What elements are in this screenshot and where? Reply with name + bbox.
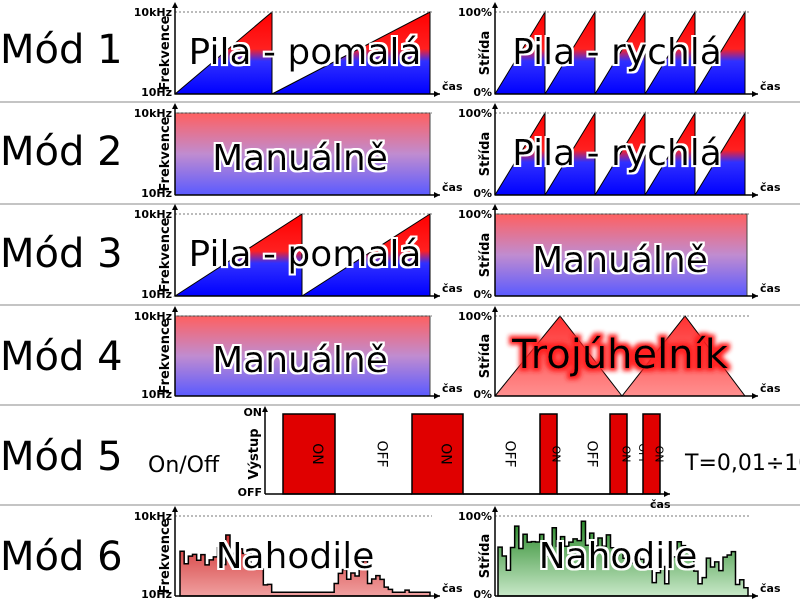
axis-top-label: 10kHz xyxy=(134,510,172,523)
axis-top-label: 10kHz xyxy=(134,6,172,19)
axis-bottom-label: 0% xyxy=(473,86,492,99)
mode-4-label: Mód 4 xyxy=(0,334,123,380)
row5-onoff-panel: ONOFFONOFFONOFFONOFFONONOFFVýstupčas xyxy=(238,406,671,511)
axis-title: Frekvence xyxy=(158,15,173,90)
segment-label: OFF xyxy=(502,440,518,467)
time-axis-label: čas xyxy=(442,282,463,295)
row4-right-text: Trojúhelník xyxy=(511,332,729,378)
segment-label: ON xyxy=(309,443,325,465)
mode-5-label: Mód 5 xyxy=(0,434,123,480)
on-segment xyxy=(411,413,464,495)
segment-label: ON xyxy=(653,446,666,463)
time-axis-label: čas xyxy=(760,582,781,595)
axis-title: Frekvence xyxy=(158,217,173,292)
on-segment xyxy=(282,413,336,495)
axis-title: Střída xyxy=(478,233,493,278)
row3-right-axes: 100% 0% Střída čas xyxy=(458,204,781,301)
axis-top-label: 100% xyxy=(458,510,492,523)
axis-bottom-label: 0% xyxy=(473,388,492,401)
axis-top-label: 100% xyxy=(458,6,492,19)
axis-top-label: 100% xyxy=(458,310,492,323)
axis-bottom-label: 10Hz xyxy=(141,288,172,301)
row2-right-axes: 100% 0% Střída čas xyxy=(458,103,781,200)
axis-bottom-label: 0% xyxy=(473,588,492,600)
row1-right-text: Pila - rychlá xyxy=(512,32,722,73)
time-axis-label: čas xyxy=(760,181,781,194)
row3-right-text: Manuálně xyxy=(532,240,708,281)
time-axis-label: čas xyxy=(760,80,781,93)
row6-right-random xyxy=(497,520,749,597)
axis-bottom-label: 10Hz xyxy=(141,86,172,99)
row2-right-text: Pila - rychlá xyxy=(512,133,722,174)
time-axis-label: čas xyxy=(442,181,463,194)
mode-6-label: Mód 6 xyxy=(0,534,123,580)
axis-bottom-label: 10Hz xyxy=(141,388,172,401)
mode-5-sublabel: On/Off xyxy=(148,453,220,478)
row1-left-panel xyxy=(173,10,431,95)
axis-title: Střída xyxy=(478,132,493,177)
row1-left-text: Pila - pomalá xyxy=(189,32,422,73)
row1-right-axes: 100% 0% Střída čas xyxy=(458,2,781,99)
mode-1-label: Mód 1 xyxy=(0,27,123,73)
row2-right-panel xyxy=(494,111,746,196)
axis-bottom-label: 10Hz xyxy=(141,187,172,200)
row6-left-text: Nahodile xyxy=(216,536,375,577)
axis-top-label: 100% xyxy=(458,107,492,120)
row2-left-text: Manuálně xyxy=(212,138,388,179)
segment-label: OFF xyxy=(584,440,600,467)
period-label: T=0,01÷10s xyxy=(684,451,800,476)
segment-label: ON xyxy=(620,446,633,463)
axis-top-label: 100% xyxy=(458,208,492,221)
axis-title: Frekvence xyxy=(158,518,173,593)
out-time-label: čas xyxy=(650,498,671,511)
axis-top-label: 10kHz xyxy=(134,208,172,221)
time-axis-label: čas xyxy=(442,382,463,395)
row4-left-text: Manuálně xyxy=(212,340,388,381)
axis-bottom-label: 10Hz xyxy=(141,588,172,600)
time-axis-label: čas xyxy=(760,282,781,295)
row-dividers xyxy=(0,101,800,506)
segment-label: OFF xyxy=(374,440,390,467)
axis-title: Střída xyxy=(478,31,493,76)
axis-title: Frekvence xyxy=(158,116,173,191)
row6-right-axes: 100% 0% Střída čas xyxy=(458,506,781,600)
axis-top-label: 10kHz xyxy=(134,107,172,120)
row1-right-panel xyxy=(494,10,746,95)
row6-right-text: Nahodile xyxy=(539,536,698,577)
row3-left-panel xyxy=(173,213,431,297)
axis-title: Střída xyxy=(478,334,493,379)
mode-3-label: Mód 3 xyxy=(0,231,123,277)
panel-texts: Pila - pomalá Pila - rychlá Manuálně Pil… xyxy=(189,32,729,577)
row6-left-random xyxy=(179,534,431,597)
axis-title: Střída xyxy=(478,534,493,579)
out-axis-title: Výstup xyxy=(247,428,262,479)
segment-label: ON xyxy=(550,446,563,463)
axis-bottom-label: 0% xyxy=(473,288,492,301)
axis-title: Frekvence xyxy=(158,318,173,393)
mode-2-label: Mód 2 xyxy=(0,129,123,175)
row3-left-text: Pila - pomalá xyxy=(189,234,422,275)
row3-right-panel xyxy=(494,213,748,297)
segment-label: ON xyxy=(438,443,454,465)
time-axis-label: čas xyxy=(442,582,463,595)
time-axis-label: čas xyxy=(442,80,463,93)
row4-right-axes: 100% 0% Střída čas xyxy=(458,306,781,401)
time-axis-label: čas xyxy=(760,382,781,395)
axis-bottom-label: 0% xyxy=(473,187,492,200)
out-top-label: ON xyxy=(243,406,262,419)
axis-top-label: 10kHz xyxy=(134,310,172,323)
out-bottom-label: OFF xyxy=(238,486,262,499)
mode-labels: Mód 1 Mód 2 Mód 3 Mód 4 Mód 5 On/Off Mód… xyxy=(0,27,220,580)
